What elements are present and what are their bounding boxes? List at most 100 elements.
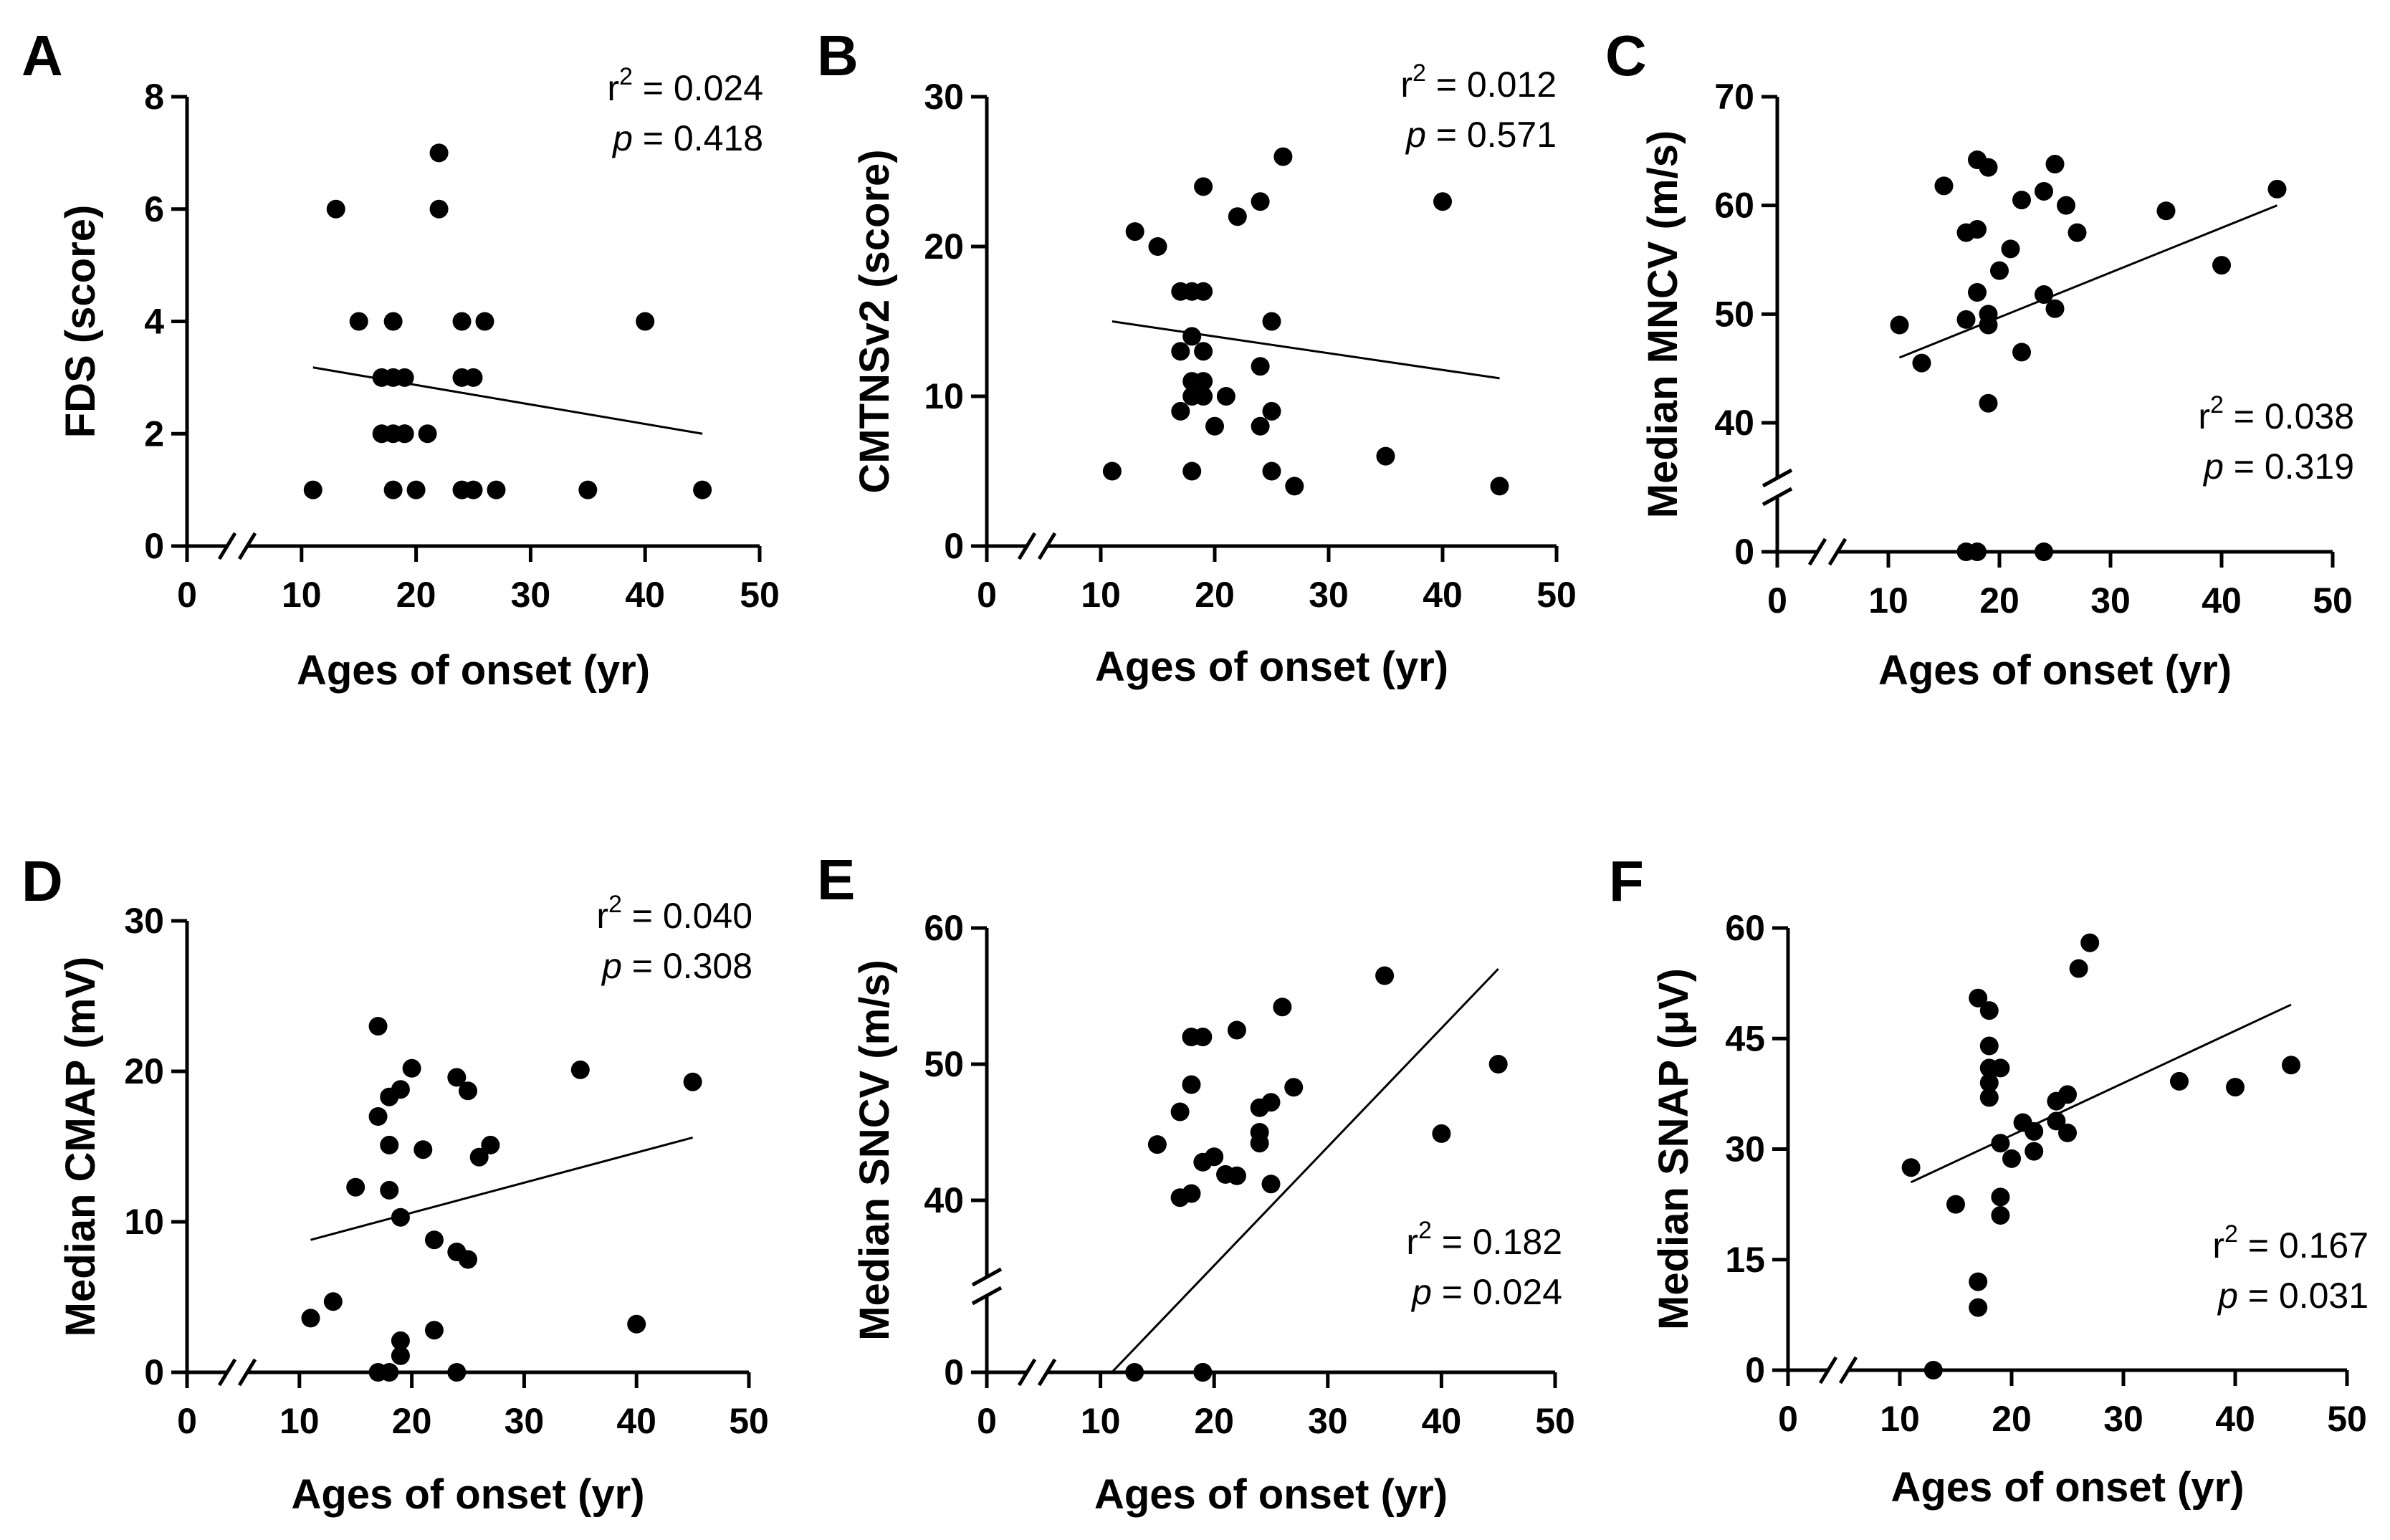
data-point	[1182, 1075, 1201, 1094]
data-point	[1969, 988, 1988, 1008]
y-tick-label: 50	[924, 1044, 964, 1084]
data-point	[1262, 461, 1281, 481]
regression-line	[1910, 1003, 2292, 1184]
panel-a: A 0 10 20 30 40 50 0 2 4 6 8 Ages of onset (yr) FDS (…	[21, 24, 780, 694]
data-point	[1901, 1158, 1921, 1177]
data-point	[1194, 342, 1213, 361]
r-squared-value: = 0.024	[633, 68, 763, 108]
y-tick-label: 40	[924, 1180, 964, 1220]
r-symbol: r	[2198, 396, 2210, 436]
r-squared-value: = 0.167	[2238, 1225, 2369, 1266]
y-tick-label: 0	[144, 1352, 164, 1392]
data-point	[395, 368, 414, 387]
x-tick-label: 30	[1308, 1401, 1348, 1441]
data-point	[1205, 416, 1224, 436]
data-point	[1912, 353, 1931, 373]
data-point	[2025, 1121, 2044, 1141]
data-point	[627, 1314, 646, 1334]
data-point	[487, 480, 506, 499]
r-squared-value: = 0.012	[1426, 64, 1557, 105]
data-point	[1490, 477, 1509, 496]
data-point	[301, 1309, 320, 1328]
data-point	[1991, 1058, 2010, 1078]
x-tick-label: 10	[279, 1401, 320, 1441]
data-point	[447, 1363, 467, 1382]
r-squared-text: r2 = 0.038	[2198, 391, 2354, 436]
y-tick-label: 15	[1725, 1240, 1765, 1280]
data-point	[2025, 1142, 2044, 1161]
y-axis-label: Median CMAP (mV)	[57, 957, 104, 1337]
x-axis-break-mark	[1037, 532, 1057, 560]
data-point	[1261, 1093, 1281, 1112]
data-point	[2045, 155, 2065, 174]
data-point	[2058, 1085, 2077, 1104]
p-value-text: p = 0.308	[601, 946, 752, 986]
x-tick-label: 10	[1868, 580, 1908, 621]
data-point	[1148, 237, 1167, 256]
r-symbol: r	[1400, 64, 1413, 105]
data-point	[1285, 477, 1304, 496]
data-point	[2035, 285, 2053, 305]
data-point	[414, 1140, 433, 1159]
data-point	[1969, 1272, 1988, 1291]
panel-c: C 0 10 20 30 40 50 0 40 50 60 70 Ages of onset (yr) M…	[1605, 24, 2354, 694]
data-point	[1375, 966, 1395, 985]
r-symbol: r	[607, 68, 619, 108]
regression-line	[1111, 967, 1499, 1374]
r-superscript: 2	[619, 63, 633, 90]
x-tick-label: 40	[2215, 1399, 2255, 1439]
data-point	[2058, 1123, 2077, 1142]
y-tick-label: 0	[944, 526, 964, 566]
p-symbol: p	[601, 946, 622, 986]
data-point	[464, 480, 483, 499]
r-squared-text: r2 = 0.024	[607, 63, 763, 108]
x-axis-label: Ages of onset (yr)	[1891, 1464, 2244, 1511]
data-point	[2057, 196, 2075, 215]
data-point	[1432, 1124, 1451, 1143]
p-value: = 0.571	[1426, 115, 1557, 155]
y-tick-label: 20	[124, 1051, 164, 1091]
data-point	[447, 1068, 467, 1087]
p-value: = 0.319	[2224, 446, 2354, 487]
data-point	[391, 1331, 410, 1350]
r-superscript: 2	[608, 891, 622, 918]
data-point	[1251, 416, 1270, 436]
x-tick-label: 10	[1081, 1401, 1121, 1441]
y-axis-break-mark	[1762, 468, 1793, 488]
p-value-text: p = 0.031	[2217, 1276, 2369, 1316]
x-tick-label: 10	[1081, 575, 1121, 615]
r-symbol: r	[596, 896, 608, 936]
data-point	[475, 312, 494, 331]
r-squared-value: = 0.040	[622, 896, 752, 936]
regression-line	[312, 366, 703, 435]
x-axis-label: Ages of onset (yr)	[1094, 1471, 1448, 1518]
y-tick-label: 20	[924, 226, 964, 267]
x-tick-label: 40	[2202, 580, 2242, 621]
data-point	[1433, 192, 1452, 211]
panel-letter: D	[21, 849, 63, 913]
x-tick-label: 50	[1535, 1401, 1575, 1441]
data-point	[1125, 1363, 1144, 1382]
y-tick-label: 30	[124, 901, 164, 941]
y-tick-label: 60	[924, 908, 964, 948]
data-point	[1979, 1088, 1999, 1107]
x-axis-break-mark	[1017, 532, 1037, 560]
data-point	[424, 1230, 444, 1250]
y-tick-label: 10	[924, 376, 964, 416]
data-point	[1171, 342, 1190, 361]
x-axis-break-mark	[1818, 1356, 1838, 1384]
data-point	[1227, 1166, 1246, 1185]
data-point	[1968, 220, 1987, 239]
data-point	[1979, 393, 1998, 413]
data-point	[2080, 933, 2100, 952]
x-tick-label: 20	[396, 575, 436, 615]
x-tick-label: 0	[177, 1401, 197, 1441]
data-point	[2282, 1056, 2300, 1075]
data-point	[2002, 1149, 2021, 1168]
y-axis-label: Median MNCV (m/s)	[1640, 130, 1686, 518]
data-point	[2047, 1111, 2066, 1131]
y-axis-label: CMTNSv2 (score)	[851, 149, 898, 493]
data-point	[1251, 357, 1270, 376]
data-point	[570, 1060, 590, 1079]
data-point	[1171, 401, 1190, 421]
